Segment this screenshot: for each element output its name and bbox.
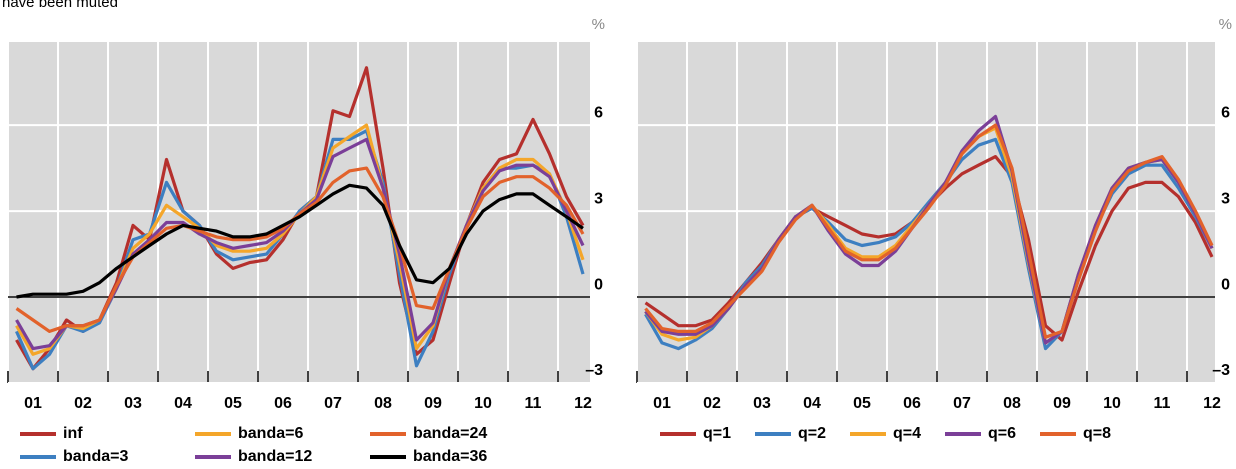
y-tick-label: –3	[585, 362, 603, 379]
y-tick-label: 6	[1221, 104, 1230, 121]
x-tick-label: 09	[424, 395, 442, 412]
x-tick-label: 10	[1103, 395, 1121, 412]
series-line	[16, 183, 584, 299]
y-tick-label: 3	[594, 190, 603, 207]
x-tick-label: 12	[574, 395, 592, 412]
x-tick-label: 07	[324, 395, 342, 412]
x-tick-label: 04	[174, 395, 192, 412]
unit-label: %	[592, 16, 605, 33]
y-tick-label: 0	[1221, 276, 1230, 293]
series-line	[15, 166, 585, 333]
x-tick-label: 08	[1003, 395, 1021, 412]
x-tick-label: 11	[525, 395, 542, 412]
x-tick-label: 03	[753, 395, 771, 412]
legend-label: banda=36	[413, 448, 487, 465]
y-tick-label: 3	[1221, 190, 1230, 207]
x-tick-label: 07	[953, 395, 971, 412]
legend-label: q=4	[893, 425, 921, 442]
y-tick-label: 0	[594, 276, 603, 293]
x-tick-label: 01	[653, 395, 671, 412]
x-tick-label: 06	[274, 395, 292, 412]
legend-label: banda=12	[238, 448, 312, 465]
x-tick-label: 10	[474, 395, 492, 412]
y-tick-label: –3	[1212, 362, 1230, 379]
x-tick-label: 08	[374, 395, 392, 412]
x-tick-label: 01	[24, 395, 42, 412]
legend-label: banda=6	[238, 425, 303, 442]
x-tick-label: 06	[903, 395, 921, 412]
x-tick-label: 02	[703, 395, 721, 412]
y-tick-label: 6	[594, 104, 603, 121]
caption: have been muted	[2, 0, 118, 11]
legend-label: q=8	[1083, 425, 1111, 442]
legend-label: q=2	[798, 425, 826, 442]
x-tick-label: 05	[224, 395, 242, 412]
x-tick-label: 11	[1154, 395, 1171, 412]
x-tick-label: 05	[853, 395, 871, 412]
x-tick-label: 09	[1053, 395, 1071, 412]
series-line	[644, 123, 1214, 339]
x-tick-label: 12	[1203, 395, 1221, 412]
x-tick-label: 02	[74, 395, 92, 412]
legend-label: banda=24	[413, 425, 487, 442]
unit-label: %	[1219, 16, 1232, 33]
legend-label: q=1	[703, 425, 731, 442]
x-tick-label: 03	[124, 395, 142, 412]
legend-label: q=6	[988, 425, 1016, 442]
legend-label: inf	[63, 425, 83, 442]
legend-label: banda=3	[63, 448, 128, 465]
x-tick-label: 04	[803, 395, 821, 412]
